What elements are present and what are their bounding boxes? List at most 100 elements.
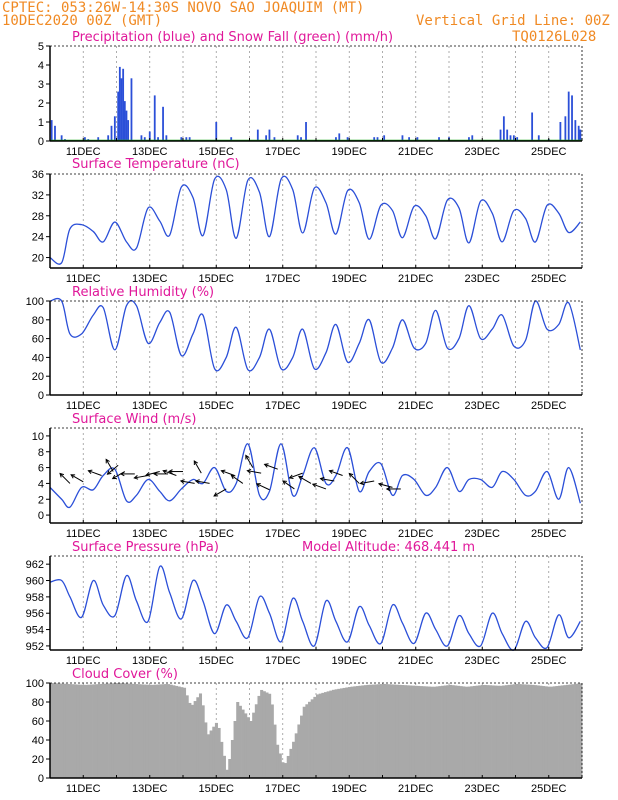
cloud-cover-bar <box>281 762 285 778</box>
wind-arrow-head <box>167 469 173 474</box>
cloud-cover-bar <box>515 683 519 778</box>
cloud-cover-bar <box>196 697 200 778</box>
wind-arrow <box>245 455 254 468</box>
precip-bar <box>268 129 271 141</box>
header-line-2-right: Vertical Grid Line: 00Z <box>416 13 610 29</box>
wind-arrow-head <box>59 472 65 478</box>
cloud-cover-bar <box>108 683 112 778</box>
cloud-cover-bar <box>507 684 511 778</box>
cloud-cover-bar <box>50 683 54 778</box>
precip-bar <box>577 125 580 141</box>
y-tick-label-pres: 954 <box>26 625 44 637</box>
cloud-cover-bar <box>409 685 413 778</box>
cloud-cover-bar <box>151 684 155 778</box>
x-date-label-cloud: 13DEC <box>132 783 168 795</box>
x-date-label-pres: 13DEC <box>132 655 168 667</box>
cloud-cover-bar <box>472 685 476 778</box>
cloud-cover-bar <box>422 686 426 778</box>
x-date-label-pres: 11DEC <box>66 655 101 667</box>
cloud-cover-bar <box>467 686 471 778</box>
precip-bar <box>127 120 130 141</box>
cloud-cover-bar <box>499 685 503 778</box>
cloud-cover-bar <box>441 685 445 778</box>
y-tick-label-pres: 956 <box>26 608 44 620</box>
cloud-cover-bar <box>528 684 532 778</box>
cloud-cover-bar <box>260 689 264 778</box>
wind-arrow <box>107 464 119 475</box>
wind-arrow <box>195 480 210 484</box>
precip-bar <box>162 106 164 141</box>
cloud-cover-bar <box>377 684 381 778</box>
cloud-cover-bar <box>510 684 514 778</box>
x-date-label-precip: 13DEC <box>132 146 168 158</box>
cloud-cover-bar <box>369 684 373 778</box>
wind-arrow <box>256 483 270 491</box>
x-date-label-rh: 21DEC <box>398 400 434 412</box>
precip-bar <box>567 91 570 141</box>
cloud-cover-bar <box>321 692 325 778</box>
cloud-cover-bar <box>92 684 96 778</box>
y-tick-label-cloud: 0 <box>38 773 44 785</box>
cloud-cover-bar <box>159 684 163 778</box>
x-date-label-rh: 15DEC <box>199 400 235 412</box>
cloud-cover-bar <box>560 685 564 778</box>
wind-arrow-head <box>246 468 252 474</box>
precip-bar <box>120 78 123 141</box>
x-date-label-wind: 17DEC <box>265 528 301 540</box>
cloud-cover-bar <box>252 712 256 778</box>
cloud-cover-bar <box>488 685 492 778</box>
wind-arrow <box>298 475 312 484</box>
y-tick-label-rh: 80 <box>32 315 44 327</box>
cloud-cover-bar <box>552 686 556 778</box>
cloud-cover-bar <box>496 685 500 778</box>
series-line-pres <box>49 565 581 651</box>
cloud-cover-bar <box>188 702 192 778</box>
x-date-label-cloud: 21DEC <box>398 783 434 795</box>
pressure-title: Surface Pressure (hPa) <box>72 540 219 555</box>
wind-arrow-head <box>145 472 151 477</box>
wind-arrow-head <box>245 454 250 460</box>
precip-bar <box>338 133 341 141</box>
wind-arrow <box>180 480 195 484</box>
wind-arrow-head <box>106 470 112 475</box>
y-tick-label-temp: 36 <box>32 169 44 181</box>
precip-title: Precipitation (blue) and Snow Fall (gree… <box>72 30 393 45</box>
x-date-label-cloud: 19DEC <box>332 783 368 795</box>
y-tick-label-wind: 10 <box>32 431 44 443</box>
x-date-label-pres: 15DEC <box>199 655 235 667</box>
cloud-cover-bar <box>212 726 216 778</box>
x-date-label-pres: 19DEC <box>332 655 368 667</box>
cloud-cover-bar <box>71 684 75 778</box>
wind-arrow <box>247 470 262 474</box>
precip-bar <box>499 129 502 141</box>
cloud-cover-bar <box>284 763 288 778</box>
cloud-cover-bar <box>119 683 123 778</box>
cloud-cover-bar <box>430 686 434 778</box>
cloud-cover-bar <box>563 685 567 778</box>
cloud-cover-bar <box>148 684 152 778</box>
precip-bar <box>118 66 121 141</box>
precip-bar <box>468 137 470 141</box>
x-date-label-precip: 25DEC <box>531 146 567 158</box>
wind-arrow-head <box>377 482 383 487</box>
cloud-cover-bar <box>270 704 274 778</box>
cloud-cover-bar <box>486 685 490 778</box>
precip-bar <box>256 129 259 141</box>
precip-bar <box>335 137 337 141</box>
cloud-cover-bar <box>331 689 336 778</box>
y-tick-label-cloud: 80 <box>32 697 44 709</box>
x-date-label-precip: 21DEC <box>398 146 434 158</box>
wind-arrow-head <box>119 471 125 477</box>
cloud-cover-bar <box>63 683 67 778</box>
header-line-3-right: TQ0126L028 <box>512 29 596 45</box>
x-date-label-rh: 17DEC <box>265 400 301 412</box>
y-tick-label-precip: 4 <box>38 60 44 72</box>
cloud-cover-bar <box>305 704 309 778</box>
cloud-cover-bar <box>201 705 205 778</box>
cloud-cover-bar <box>363 685 367 778</box>
cloud-cover-bar <box>105 683 109 778</box>
wind-arrow-head <box>359 480 365 486</box>
wind-arrow-head <box>133 475 139 480</box>
y-tick-label-temp: 24 <box>32 232 44 244</box>
cloud-cover-bar <box>257 695 261 778</box>
